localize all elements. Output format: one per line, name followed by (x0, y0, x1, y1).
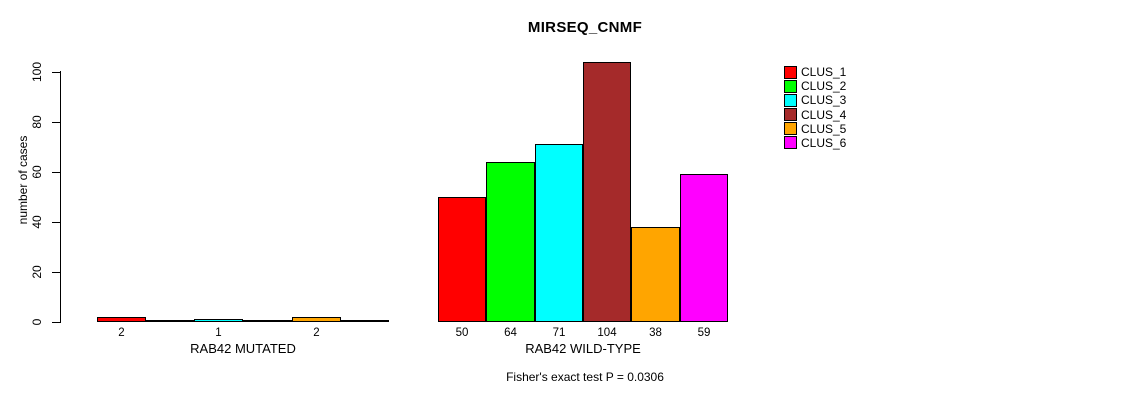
bar-rab42-mutated-clus_1 (97, 317, 146, 322)
bar-value-label: 59 (697, 327, 711, 339)
y-tick-label: 0 (30, 318, 44, 326)
legend-label: CLUS_6 (801, 135, 847, 150)
y-tick-label: 80 (30, 115, 44, 129)
legend-item-clus_3: CLUS_3 (784, 93, 846, 107)
legend-item-clus_5: CLUS_5 (784, 122, 846, 136)
y-tick-label: 100 (30, 61, 44, 83)
bar-value-label: 38 (649, 327, 662, 339)
bar-rab42-wild-type-clus_5 (631, 227, 680, 322)
zero-bar-rab42-mutated-clus_4 (243, 320, 292, 322)
bar-value-label: 2 (118, 327, 125, 339)
y-tick (52, 222, 60, 223)
group-label-rab42-wild-type: RAB42 WILD-TYPE (525, 341, 641, 356)
bar-value-label: 50 (455, 327, 469, 339)
legend-swatch-clus_1 (784, 65, 797, 79)
legend: CLUS_1 CLUS_2 CLUS_3 CLUS_4 CLUS_5 CLUS_6 (784, 65, 846, 150)
bar-value-label: 2 (313, 327, 320, 339)
y-tick-label: 40 (30, 215, 44, 229)
group-label-rab42-mutated: RAB42 MUTATED (190, 341, 296, 356)
y-axis-label: number of cases (16, 135, 30, 225)
zero-bar-rab42-mutated-clus_6 (341, 320, 389, 322)
y-tick (52, 272, 60, 273)
y-tick-label: 20 (30, 265, 44, 279)
legend-label: CLUS_5 (801, 121, 847, 136)
legend-item-clus_4: CLUS_4 (784, 107, 847, 122)
bar-value-label: 1 (215, 327, 222, 339)
legend-swatch-clus_4 (784, 108, 797, 122)
y-tick (52, 122, 60, 123)
legend-label: CLUS_3 (801, 93, 847, 108)
bar-rab42-wild-type-clus_1 (438, 197, 486, 322)
bar-rab42-mutated-clus_5 (292, 317, 341, 322)
chart-title: MIRSEQ_CNMF (527, 19, 643, 36)
legend-label: CLUS_1 (801, 65, 847, 80)
y-tick (52, 72, 60, 73)
y-tick (52, 172, 60, 173)
bar-rab42-wild-type-clus_3 (535, 144, 583, 322)
fisher-test-annotation: Fisher's exact test P = 0.0306 (506, 370, 664, 384)
legend-item-clus_6: CLUS_6 (784, 136, 846, 150)
zero-bar-rab42-mutated-clus_2 (146, 320, 194, 322)
bar-rab42-wild-type-clus_6 (680, 174, 728, 322)
y-tick (52, 322, 60, 323)
bar-value-label: 104 (597, 327, 617, 339)
bar-rab42-mutated-clus_3 (194, 319, 243, 322)
y-axis-line (60, 71, 61, 323)
legend-swatch-clus_2 (784, 79, 797, 93)
bar-rab42-wild-type-clus_4 (583, 62, 631, 322)
legend-label: CLUS_4 (801, 107, 847, 122)
bar-value-label: 71 (552, 327, 566, 339)
legend-item-clus_2: CLUS_2 (784, 79, 846, 93)
legend-item-clus_1: CLUS_1 (784, 65, 846, 79)
legend-swatch-clus_6 (784, 136, 797, 150)
bar-value-label: 64 (504, 327, 517, 339)
legend-swatch-clus_5 (784, 122, 797, 136)
y-tick-label: 60 (30, 165, 44, 179)
legend-label: CLUS_2 (801, 79, 847, 94)
legend-swatch-clus_3 (784, 93, 797, 107)
bar-rab42-wild-type-clus_2 (486, 162, 535, 322)
